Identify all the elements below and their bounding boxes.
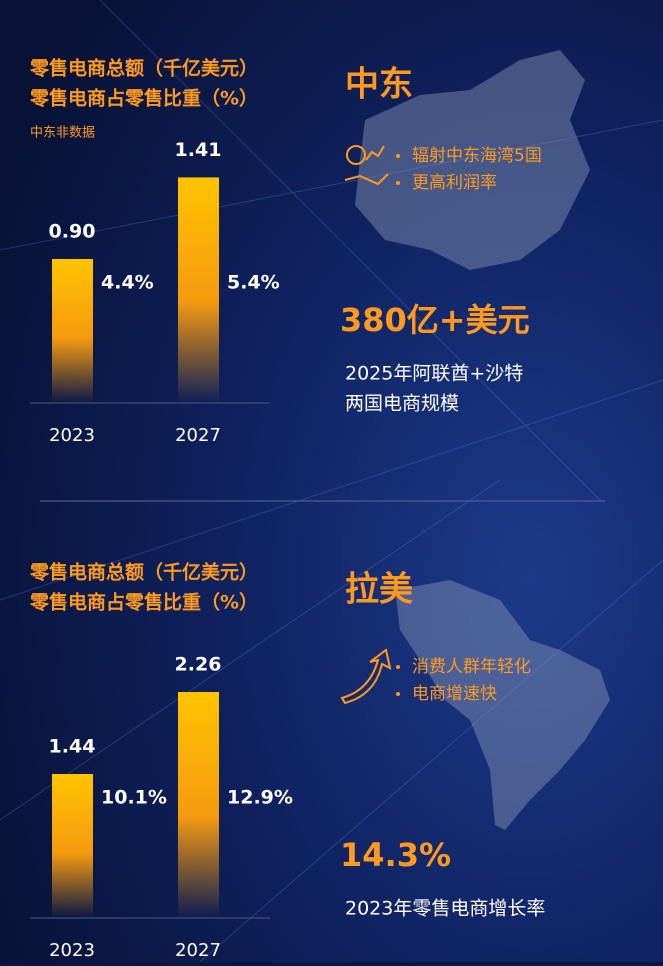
x-tick-label: 2023 [49, 940, 95, 961]
bullet-dot [396, 665, 400, 669]
bar [52, 774, 93, 918]
x-tick-label: 2027 [175, 425, 221, 446]
chart-title: 零售电商占零售比重（%） [29, 87, 258, 110]
highlight: 380亿+美元 [340, 301, 530, 339]
map-latin-america [395, 580, 610, 830]
region-title: 中东 [345, 65, 413, 105]
x-tick-label: 2023 [49, 425, 95, 446]
value-label: 2.26 [175, 654, 222, 676]
description: 2023年零售电商增长率 [345, 898, 545, 920]
icon-arrow [340, 648, 392, 705]
chart-title: 零售电商占零售比重（%） [29, 591, 258, 614]
chart-title: 零售电商总额（千亿美元） [29, 561, 258, 584]
bullet: 辐射中东海湾5国 [412, 146, 542, 166]
highlight: 14.3% [340, 836, 451, 874]
bar [52, 259, 93, 403]
share-label: 4.4% [101, 272, 154, 294]
bullet-dot [396, 181, 400, 185]
bar [178, 692, 219, 918]
share-label: 12.9% [227, 787, 293, 809]
chart-subtitle: 中东非数据 [30, 126, 95, 141]
description: 2025年阿联酋+沙特 [345, 363, 523, 385]
region-title: 拉美 [345, 570, 413, 610]
bar [178, 177, 219, 403]
bullet-dot [396, 692, 400, 696]
bullet: 消费人群年轻化 [412, 657, 531, 677]
share-label: 5.4% [227, 272, 280, 294]
map-middle-east [355, 50, 590, 270]
icon-coins [344, 145, 389, 186]
value-label: 0.90 [49, 221, 96, 243]
value-label: 1.44 [49, 736, 96, 758]
bullet: 更高利润率 [412, 173, 497, 193]
value-label: 1.41 [175, 139, 222, 161]
description: 两国电商规模 [345, 393, 459, 415]
bullet: 电商增速快 [412, 684, 497, 704]
bullet-dot [396, 154, 400, 158]
chart-title: 零售电商总额（千亿美元） [29, 57, 258, 80]
share-label: 10.1% [101, 787, 167, 809]
x-tick-label: 2027 [175, 940, 221, 961]
